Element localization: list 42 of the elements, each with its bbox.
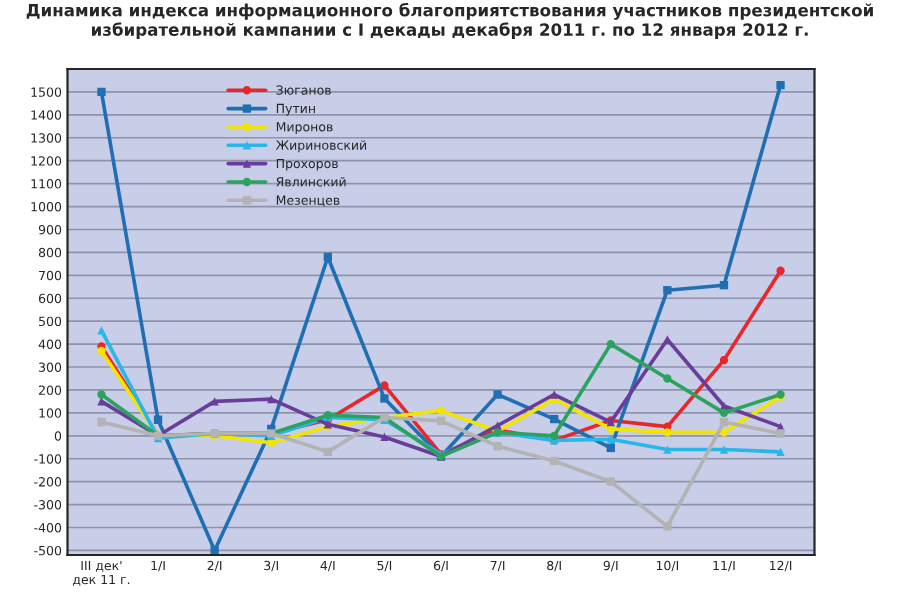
point bbox=[380, 394, 389, 403]
point bbox=[210, 546, 219, 555]
point bbox=[550, 390, 559, 399]
point bbox=[97, 326, 106, 335]
point bbox=[436, 416, 446, 426]
point bbox=[776, 80, 785, 90]
point bbox=[493, 390, 502, 399]
point bbox=[719, 408, 729, 418]
point bbox=[323, 447, 332, 457]
point bbox=[550, 414, 559, 424]
point bbox=[550, 456, 559, 466]
point bbox=[210, 397, 219, 406]
point bbox=[719, 281, 729, 290]
point bbox=[606, 477, 615, 486]
point bbox=[606, 443, 615, 453]
point bbox=[663, 522, 672, 531]
point bbox=[97, 417, 106, 427]
point bbox=[719, 417, 729, 427]
point bbox=[776, 429, 785, 438]
point bbox=[550, 431, 559, 440]
point bbox=[380, 432, 389, 442]
point bbox=[323, 252, 332, 262]
point bbox=[663, 445, 672, 454]
point bbox=[663, 286, 672, 295]
point bbox=[719, 355, 729, 365]
point bbox=[776, 447, 785, 457]
point bbox=[493, 421, 502, 430]
point bbox=[493, 441, 502, 451]
chart-title: Динамика индекса информационного благоприятствования участников президентской избирательной кампании с I декады декабря 2011 г. по 12 января 2012 г. bbox=[26, 3, 873, 40]
point bbox=[97, 390, 106, 399]
point bbox=[97, 87, 106, 97]
point bbox=[97, 346, 106, 356]
point bbox=[719, 445, 729, 454]
point bbox=[606, 339, 615, 349]
point bbox=[436, 406, 446, 415]
point bbox=[153, 415, 163, 424]
point bbox=[267, 394, 276, 404]
point bbox=[776, 266, 785, 275]
point bbox=[97, 397, 106, 406]
point bbox=[663, 374, 672, 383]
point bbox=[663, 428, 672, 437]
point bbox=[719, 428, 729, 437]
